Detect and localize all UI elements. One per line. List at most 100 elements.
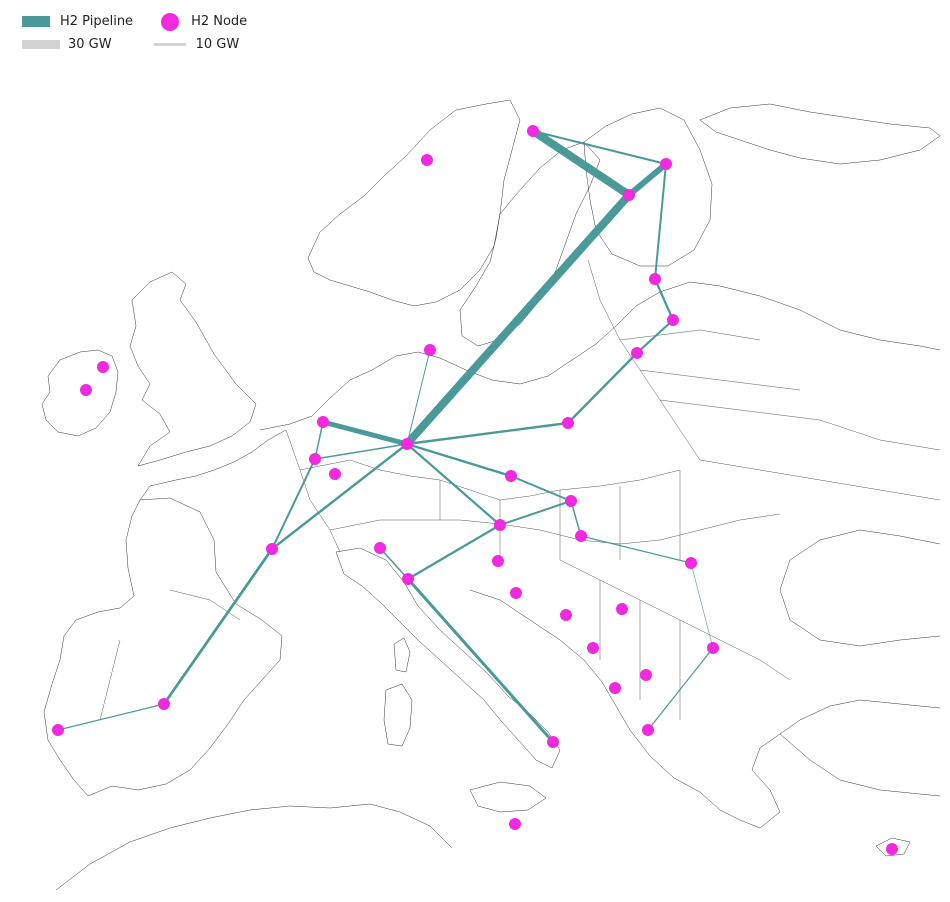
pipeline-segment [636,319,674,354]
h2-node [685,557,697,569]
coast-kola [699,103,941,165]
pipeline-segment [499,500,572,526]
h2-node [560,609,572,621]
coast-ireland [41,349,119,437]
pipeline-segment [627,161,668,198]
h2-node [505,470,517,482]
pipeline-segment [314,421,324,460]
pipeline-segment [570,500,582,537]
pipeline-segment [271,443,408,550]
h2-node [52,724,64,736]
h2-node [631,347,643,359]
pipeline-segment [653,278,675,321]
h2-node [562,417,574,429]
h2-node [266,543,278,555]
pipeline-segment [379,547,409,580]
pipeline-segment [654,163,667,280]
pipelines [57,127,714,743]
scale-10-swatch [153,43,186,46]
h2-node [492,555,504,567]
h2-node [401,438,413,450]
pipeline-segment [406,442,512,478]
coast-finland [583,107,713,267]
coast-sicily [469,781,547,813]
h2-node [660,158,672,170]
h2-node [97,361,109,373]
h2-node [80,384,92,396]
pipeline-segment [404,192,632,447]
coast-black-sea [779,529,941,647]
h2-node [667,314,679,326]
pipeline-segment [406,443,501,526]
pipeline-segment [162,548,274,705]
scale-30-swatch [22,40,60,49]
h2-node [707,642,719,654]
coast-continent [259,281,941,431]
h2-node [424,344,436,356]
legend-node-label: H2 Node [191,14,248,29]
h2-node [575,530,587,542]
nodes [52,125,898,855]
h2-node [421,154,433,166]
pipeline-segment [406,421,569,446]
country-borders [99,259,941,721]
legend: H2 Pipeline H2 Node 30 GW 10 GW [22,10,269,56]
h2-node [649,273,661,285]
pipeline-segment [406,349,431,445]
legend-scale-30: 30 GW [22,37,112,52]
coast-corsica [393,637,411,673]
pipeline-segment [580,535,692,564]
h2-node [510,587,522,599]
h2-node [374,542,386,554]
legend-scale-10: 10 GW [134,37,240,52]
coast-cyprus [875,837,911,857]
coast-italy [335,547,561,769]
h2-node [494,519,506,531]
node-swatch [161,12,180,31]
h2-node [886,843,898,855]
legend-pipeline-label: H2 Pipeline [60,14,134,29]
pipeline-segment [510,475,572,502]
pipeline-segment [271,458,316,550]
coast-sardinia [383,683,413,747]
coast-iberia [43,497,283,797]
legend-scale-10-label: 10 GW [195,37,240,52]
coast-sweden [459,141,601,347]
legend-scale-30-label: 30 GW [68,37,112,52]
pipeline-segment [322,419,408,447]
h2-node [509,818,521,830]
h2-node [609,682,621,694]
h2-node [527,125,539,137]
coast-norway [307,99,521,307]
h2-node [642,724,654,736]
coast-france [139,429,287,501]
h2-node [587,642,599,654]
pipeline-segment [647,647,714,731]
coast-great-britain [129,271,257,467]
pipeline-segment [567,352,638,424]
basemap [41,99,941,891]
h2-node [309,453,321,465]
h2-node [547,736,559,748]
h2-node [565,495,577,507]
h2-node [616,603,628,615]
h2-node [329,468,341,480]
coast-north-africa [55,803,453,891]
pipeline-segment [406,578,555,743]
legend-pipeline: H2 Pipeline [22,14,133,29]
h2-node [317,416,329,428]
legend-node: H2 Node [155,12,248,31]
h2-node [158,698,170,710]
h2-node [640,669,652,681]
h2-node [623,189,635,201]
pipeline-swatch [22,16,50,27]
coast-balkans [469,589,941,829]
pipeline-segment [314,443,408,460]
h2-node [402,573,414,585]
pipeline-segment [407,524,501,580]
coast-anatolia [779,733,941,797]
pipeline-segment [532,130,667,165]
pipeline-segment [57,703,165,731]
